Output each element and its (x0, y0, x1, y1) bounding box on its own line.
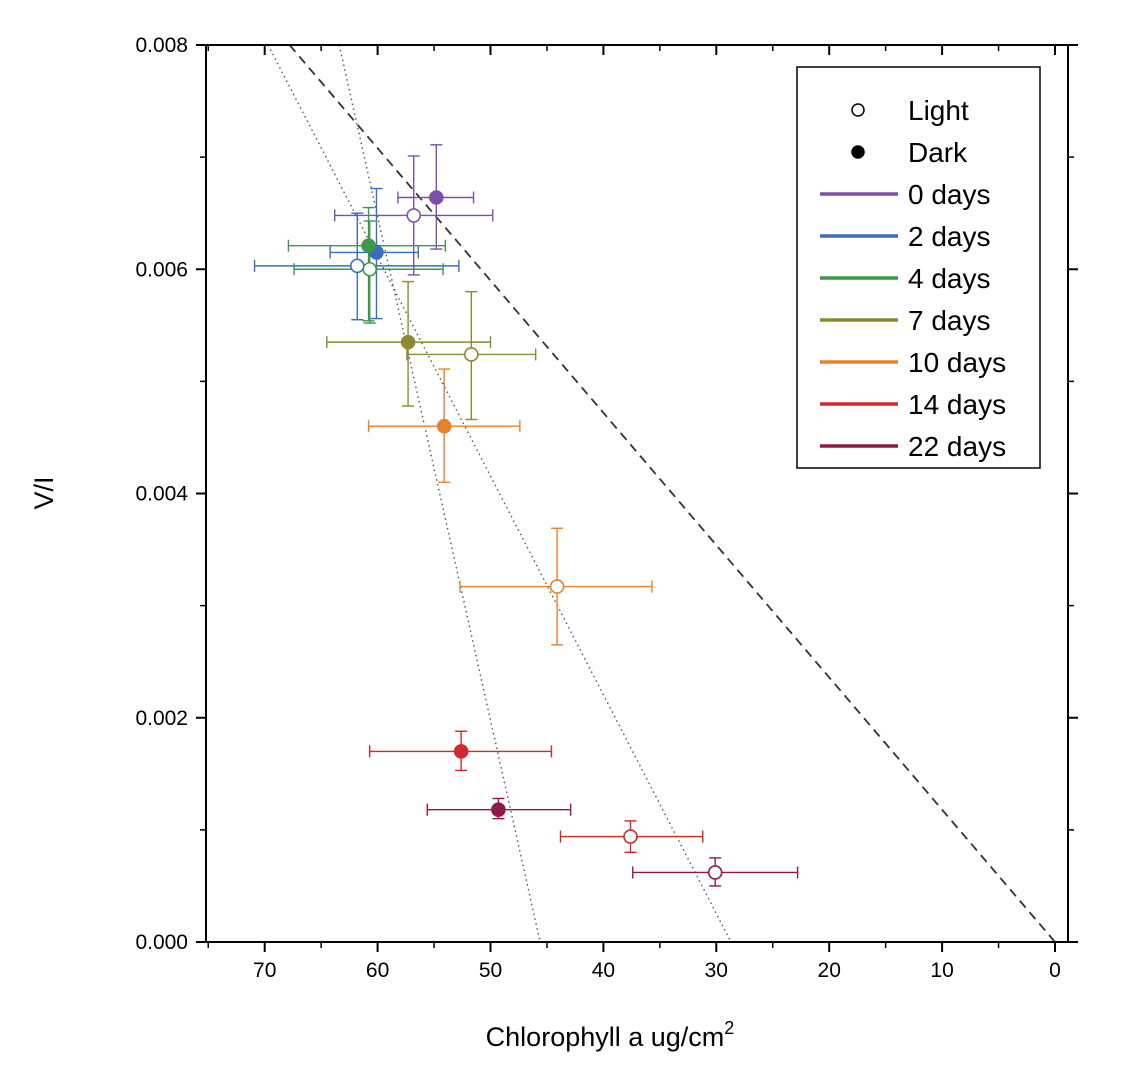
legend-label-4-days: 4 days (908, 263, 991, 294)
legend-marker-dark (851, 145, 865, 159)
x-tick-label-50: 50 (479, 959, 502, 982)
point-4-days-light (362, 261, 377, 277)
x-tick-label-70: 70 (253, 959, 276, 982)
x-tick-label-10: 10 (930, 959, 953, 982)
point-0-days-light (406, 208, 422, 223)
y-axis-ticks: 0.000 0.002 0.004 0.006 0.008 (135, 34, 1078, 954)
y-tick-label-4: 0.008 (135, 34, 188, 57)
reference-lines (267, 45, 1056, 942)
x-tick-label-0: 0 (1049, 959, 1061, 982)
legend-marker-light (851, 103, 865, 117)
legend-label-2-days: 2 days (908, 221, 991, 252)
x-axis-ticks: 70 60 50 40 30 20 10 0 (207, 45, 1061, 982)
y-tick-label-1: 0.002 (135, 707, 188, 730)
point-7-days-dark (400, 334, 416, 350)
y-tick-label-2: 0.004 (135, 483, 188, 506)
point-2-days-light (349, 258, 365, 274)
point-0-days-dark (429, 190, 444, 205)
point-10-days-dark (436, 418, 452, 434)
point-7-days-light (464, 347, 479, 362)
y-tick-label-3: 0.006 (135, 258, 188, 281)
error-bars (253, 144, 799, 887)
y-axis-title: V/I (29, 476, 59, 509)
x-tick-label-60: 60 (366, 959, 389, 982)
legend-label-7-days: 7 days (908, 305, 991, 336)
point-4-days-dark (361, 238, 376, 254)
data-points (349, 190, 723, 880)
dotted-line-2 (338, 45, 541, 942)
x-axis-title: Chlorophyll a ug/cm2 (486, 1018, 735, 1052)
legend: Light Dark 0 days 2 days 4 days 7 days 10 days… (796, 66, 1041, 469)
x-tick-label-20: 20 (818, 959, 841, 982)
legend-label-10-days: 10 days (908, 347, 1006, 378)
x-tick-label-40: 40 (592, 959, 615, 982)
legend-box (796, 66, 1041, 469)
point-10-days-light (549, 579, 565, 594)
x-tick-label-30: 30 (705, 959, 728, 982)
point-22-days-light (707, 865, 723, 880)
legend-label-0-days: 0 days (908, 179, 991, 210)
legend-label-14-days: 14 days (908, 389, 1006, 420)
point-22-days-dark (491, 802, 506, 817)
dashed-line (288, 45, 1056, 942)
y-tick-label-0: 0.000 (135, 931, 188, 954)
legend-label-22-days: 22 days (908, 431, 1006, 462)
dotted-line-1 (267, 45, 732, 942)
point-14-days-dark (453, 744, 469, 759)
legend-label-light: Light (908, 95, 969, 126)
legend-label-dark: Dark (908, 137, 968, 168)
point-14-days-light (623, 829, 638, 844)
